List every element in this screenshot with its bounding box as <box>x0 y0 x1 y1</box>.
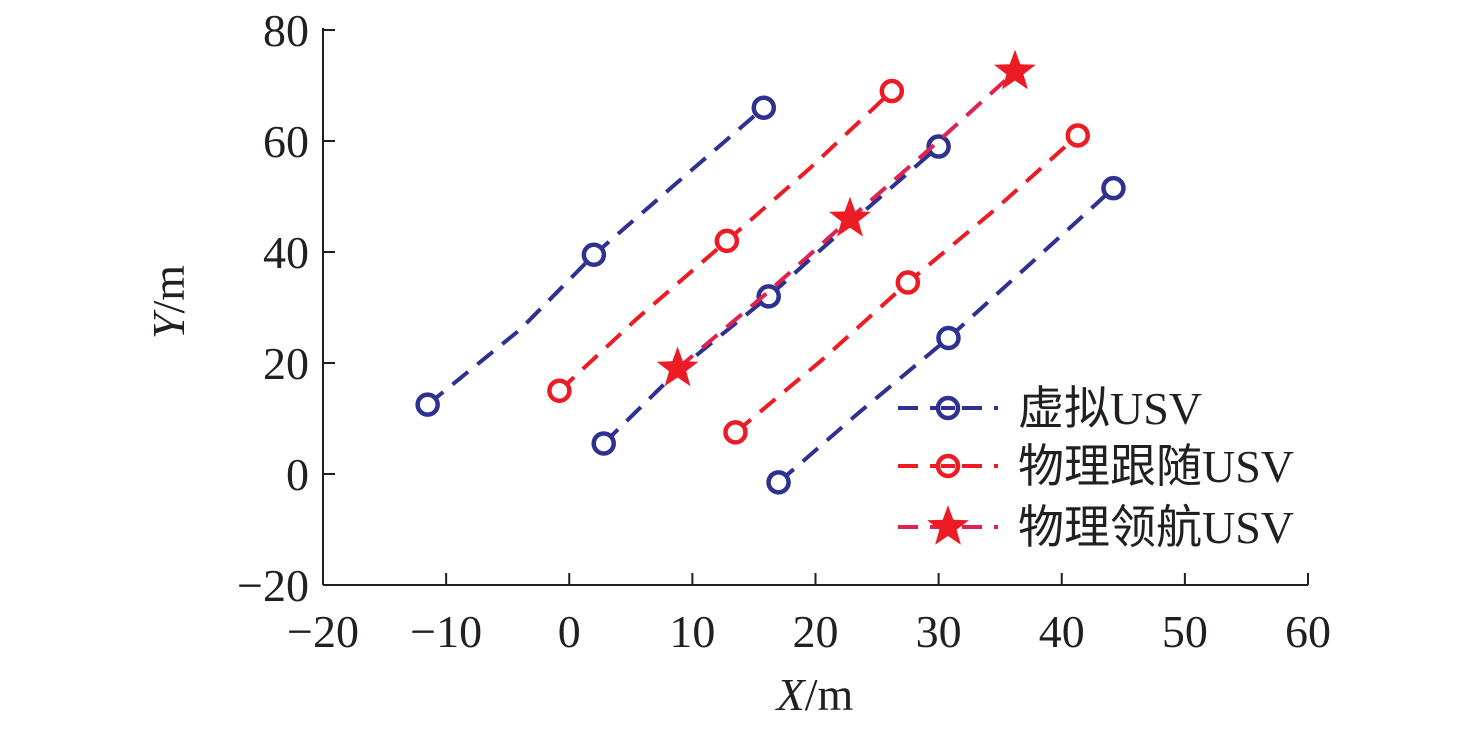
legend-item: 虚拟USV <box>898 383 1202 434</box>
circle-marker <box>581 242 607 268</box>
legend-label: 虚拟USV <box>1018 383 1202 434</box>
series-line <box>602 144 940 445</box>
circle-marker <box>547 378 572 403</box>
circle-marker <box>1101 175 1126 201</box>
y-tick-label: −20 <box>237 560 309 611</box>
series-3 <box>656 49 1036 387</box>
series-1 <box>415 95 1126 495</box>
legend-star-marker <box>927 505 969 545</box>
circle-marker <box>936 325 961 351</box>
circle-marker <box>723 420 748 445</box>
circle-marker <box>756 284 781 309</box>
circle-marker <box>895 270 921 295</box>
star-marker <box>656 346 699 387</box>
legend-item: 物理领航USV <box>898 502 1294 553</box>
circle-marker <box>1065 123 1091 148</box>
legend: 虚拟USV 物理跟随USV 物理领航USV <box>898 383 1294 553</box>
star-marker <box>829 196 871 237</box>
circle-marker <box>766 470 791 495</box>
axes: −20 −10 0 10 20 30 40 50 60 −20 0 20 40 60 80 <box>237 5 1331 657</box>
y-tick-label: 20 <box>263 338 309 389</box>
series-2 <box>547 78 1091 445</box>
circle-marker <box>591 431 616 456</box>
x-tick-label: 40 <box>1039 606 1085 657</box>
y-tick-label: 80 <box>263 5 309 56</box>
x-tick-label: −10 <box>410 606 482 657</box>
legend-item: 物理跟随USV <box>898 441 1294 492</box>
x-tick-label: 50 <box>1162 606 1208 657</box>
x-tick-label: −20 <box>287 606 359 657</box>
y-tick-label: 40 <box>263 227 309 278</box>
y-axis-title: Y/m <box>143 265 194 339</box>
series-line <box>777 186 1115 484</box>
y-tick-label: 0 <box>286 449 309 500</box>
x-tick-label: 10 <box>669 606 715 657</box>
circle-marker <box>415 392 440 417</box>
circle-marker <box>714 228 740 254</box>
circle-marker <box>879 78 905 104</box>
legend-label: 物理跟随USV <box>1018 441 1294 492</box>
x-tick-label: 60 <box>1285 606 1331 657</box>
x-tick-label: 30 <box>916 606 962 657</box>
series-layer <box>415 49 1126 495</box>
star-marker <box>994 49 1036 90</box>
circle-marker <box>751 95 777 120</box>
x-axis-title: X/m <box>775 669 854 720</box>
x-tick-label: 0 <box>558 606 581 657</box>
y-tick-label: 60 <box>263 116 309 167</box>
circle-marker <box>926 134 951 159</box>
legend-label: 物理领航USV <box>1018 502 1294 553</box>
x-tick-label: 20 <box>793 606 839 657</box>
